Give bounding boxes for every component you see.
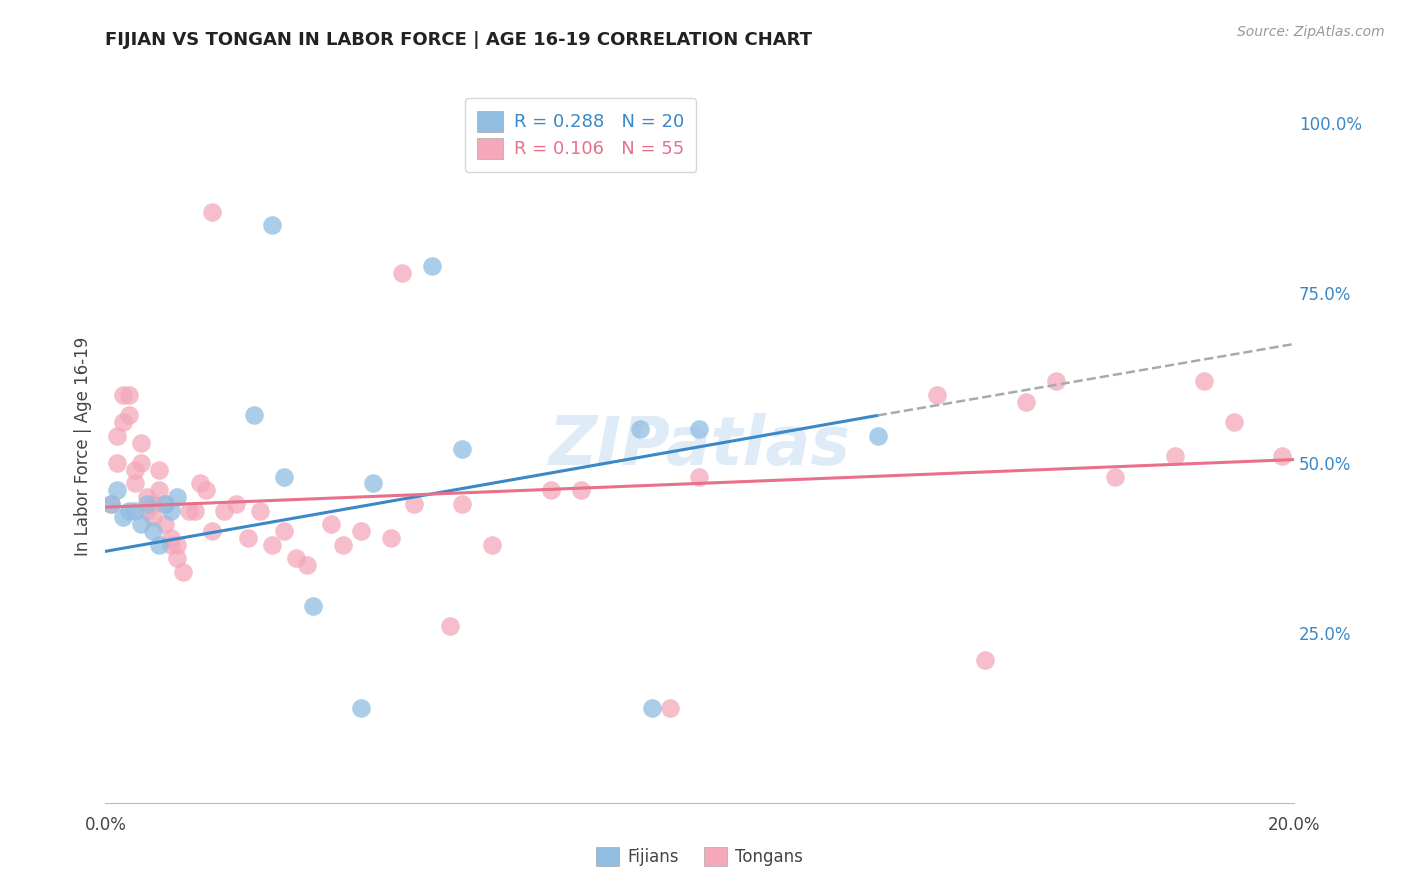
Point (350, 524, 373, 538)
Point (142, 524, 165, 538)
Point (100, 497, 122, 511)
Legend: Fijians, Tongans: Fijians, Tongans (589, 840, 810, 873)
Point (183, 503, 205, 517)
Point (136, 503, 159, 517)
Point (105, 429, 128, 443)
Point (689, 422, 711, 436)
Point (1045, 375, 1067, 389)
Point (628, 422, 651, 436)
Point (195, 483, 218, 498)
Point (142, 510, 165, 524)
Point (153, 517, 176, 532)
Point (201, 204, 224, 219)
Y-axis label: In Labor Force | Age 16-19: In Labor Force | Age 16-19 (73, 336, 91, 556)
Point (284, 551, 307, 566)
Point (260, 218, 283, 232)
Point (236, 531, 259, 545)
Point (159, 537, 181, 551)
Point (689, 469, 711, 483)
Point (1194, 375, 1216, 389)
Point (350, 700, 373, 714)
Point (100, 497, 122, 511)
Point (658, 700, 681, 714)
Point (297, 558, 319, 572)
Text: FIJIAN VS TONGAN IN LABOR FORCE | AGE 16-19 CORRELATION CHART: FIJIAN VS TONGAN IN LABOR FORCE | AGE 16… (105, 31, 813, 49)
Point (439, 619, 461, 633)
Point (118, 503, 141, 517)
Point (1104, 469, 1126, 483)
Point (927, 388, 949, 402)
Point (420, 259, 443, 273)
Point (973, 653, 995, 667)
Point (243, 409, 266, 423)
Point (332, 537, 354, 551)
Point (153, 497, 176, 511)
Point (166, 537, 188, 551)
Point (404, 497, 426, 511)
Point (540, 483, 562, 498)
Point (124, 476, 146, 491)
Text: ZIPatlas: ZIPatlas (548, 413, 851, 479)
Point (142, 497, 165, 511)
Point (1164, 449, 1187, 463)
Point (273, 469, 295, 483)
Point (148, 537, 170, 551)
Point (1015, 394, 1038, 409)
Point (569, 483, 592, 498)
Point (260, 537, 283, 551)
Point (225, 497, 247, 511)
Point (1223, 415, 1246, 429)
Point (866, 429, 889, 443)
Point (249, 503, 271, 517)
Point (450, 497, 472, 511)
Point (105, 483, 128, 498)
Point (112, 388, 135, 402)
Point (118, 409, 141, 423)
Point (450, 442, 472, 457)
Point (391, 266, 413, 280)
Point (201, 524, 224, 538)
Point (112, 415, 135, 429)
Point (302, 599, 325, 613)
Point (214, 503, 236, 517)
Point (166, 490, 188, 504)
Point (166, 551, 188, 566)
Point (361, 476, 384, 491)
Point (1271, 449, 1294, 463)
Point (172, 565, 194, 579)
Point (153, 497, 176, 511)
Point (190, 476, 212, 491)
Point (148, 483, 170, 498)
Point (105, 456, 128, 470)
Point (159, 503, 181, 517)
Point (124, 503, 146, 517)
Point (112, 510, 135, 524)
Point (136, 490, 159, 504)
Point (321, 517, 343, 532)
Point (129, 456, 152, 470)
Point (118, 388, 141, 402)
Point (129, 435, 152, 450)
Point (380, 531, 402, 545)
Point (159, 531, 181, 545)
Point (136, 497, 159, 511)
Point (129, 517, 152, 532)
Point (273, 524, 295, 538)
Point (148, 463, 170, 477)
Point (481, 537, 503, 551)
Text: Source: ZipAtlas.com: Source: ZipAtlas.com (1237, 25, 1385, 39)
Point (124, 463, 146, 477)
Point (641, 700, 664, 714)
Point (177, 503, 200, 517)
